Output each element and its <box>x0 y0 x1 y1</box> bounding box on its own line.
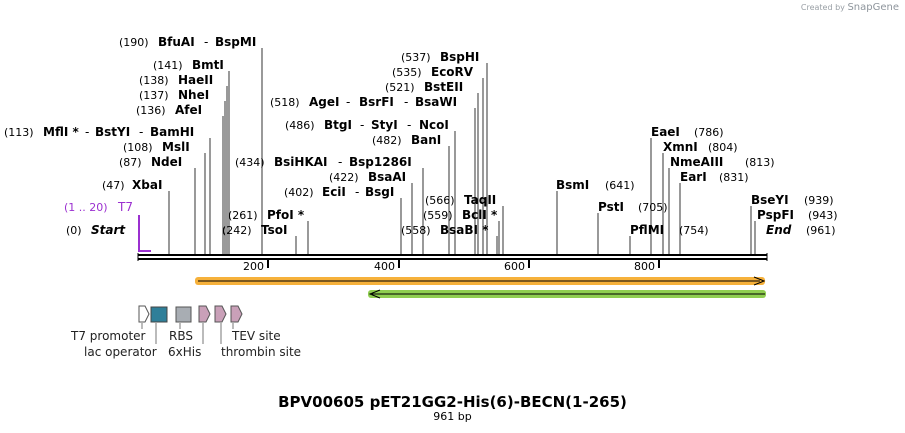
site-tsoi[interactable]: (242) TsoI <box>222 219 297 254</box>
svg-text:NmeAIII (813): NmeAIII (813) <box>670 151 775 170</box>
svg-text:(137) NheI: (137) NheI <box>139 84 209 103</box>
tick-label-200: 200 <box>243 260 264 273</box>
svg-text:(138) HaeII: (138) HaeII <box>139 69 213 88</box>
tick-200: 200 <box>243 259 269 273</box>
feature-label-t7-promoter: T7 promoter <box>70 329 146 343</box>
svg-text:PspFI (943): PspFI (943) <box>757 204 838 223</box>
map-title: BPV00605 pET21GG2-His(6)-BECN(1-265) <box>278 393 627 411</box>
primer-t7-label[interactable]: (1 .. 20) T7 <box>64 196 133 215</box>
site-bsteii[interactable]: (521) BstEII <box>385 76 479 254</box>
site-bfuai-bspmi[interactable]: (190) BfuAI - BspMI <box>119 31 263 254</box>
svg-text:(566) TaqII: (566) TaqII <box>425 189 496 208</box>
svg-text:(558) BsaBI *: (558) BsaBI * <box>401 219 489 238</box>
orf-orange[interactable] <box>195 276 766 286</box>
site-taqii[interactable]: (566) TaqII <box>425 189 504 254</box>
feature-label-6xhis: 6xHis <box>168 345 201 359</box>
svg-text:(141) BmtI: (141) BmtI <box>153 54 224 73</box>
site-eaei[interactable]: EaeI (786) <box>650 121 724 254</box>
svg-text:(486) BtgI -: (486) BtgI - StyI - NcoI <box>285 114 449 133</box>
site-pspfi[interactable]: PspFI (943) <box>754 204 838 254</box>
feature-label-thrombin-site: thrombin site <box>221 345 301 359</box>
feature-6xhis-glyph[interactable] <box>198 305 211 323</box>
svg-text:PflMI (754): PflMI (754) <box>630 219 709 238</box>
orf-green[interactable] <box>368 289 766 299</box>
svg-text:(518) AgeI -: (518) AgeI - BsrFI - BsaWI <box>270 91 457 110</box>
tick-label-400: 400 <box>374 260 395 273</box>
svg-text:(261) PfoI *: (261) PfoI * <box>228 204 305 223</box>
feature-label-rbs: RBS <box>169 329 193 343</box>
site-ndei[interactable]: (87) NdeI <box>119 151 196 254</box>
svg-text:(136) AfeI: (136) AfeI <box>136 99 202 118</box>
tick-600: 600 <box>504 259 530 273</box>
site-bseyi[interactable]: BseYI (939) <box>750 189 834 254</box>
feature-label-tev-site: TEV site <box>231 329 281 343</box>
svg-text:BsmI (641): BsmI (641) <box>556 174 635 193</box>
svg-text:(537) BspHI: (537) BspHI <box>401 46 479 65</box>
site-haeii[interactable]: (138) HaeII <box>139 69 228 254</box>
site-mfli-bstyi-bamhi[interactable]: (113) MflI * - BstYI - BamHI <box>4 121 211 254</box>
site-btgi-styi-ncoi[interactable]: (486) BtgI - StyI - NcoI <box>285 114 456 254</box>
svg-text:BseYI (939): BseYI (939) <box>751 189 834 208</box>
site-pflmi[interactable]: PflMI (754) <box>629 219 709 254</box>
svg-text:(113) MflI * -: (113) MflI * - BstYI - BamHI <box>4 121 194 140</box>
site-xmni[interactable]: XmnI (804) <box>662 136 738 254</box>
sequence-length: 961 bp <box>433 410 472 423</box>
feature-t7-promoter-glyph[interactable] <box>138 305 150 323</box>
tick-label-800: 800 <box>634 260 655 273</box>
end-label: End (961) <box>766 219 836 238</box>
svg-text:(242) TsoI: (242) TsoI <box>222 219 287 238</box>
svg-text:XmnI (804): XmnI (804) <box>663 136 738 155</box>
site-bcli[interactable]: (559) BclI * <box>423 204 500 254</box>
snapgene-credit: Created by SnapGene <box>801 2 899 13</box>
site-bsihkai-bsp1286i[interactable]: (434) BsiHKAI - Bsp1286I <box>235 151 424 254</box>
site-bsphi[interactable]: (537) BspHI <box>401 46 488 254</box>
tick-label-600: 600 <box>504 260 525 273</box>
site-bsmi[interactable]: BsmI (641) <box>556 174 635 254</box>
start-label: (0) Start <box>66 219 126 238</box>
credit-prefix: Created by <box>800 3 845 12</box>
svg-text:(535) EcoRV: (535) EcoRV <box>392 61 474 80</box>
site-psti[interactable]: PstI (705) <box>597 196 668 254</box>
primer-t7-arrow[interactable] <box>138 215 151 252</box>
svg-text:(47) XbaI: (47) XbaI <box>102 174 162 193</box>
site-nmeaiii[interactable]: NmeAIII (813) <box>668 151 775 254</box>
site-bmti[interactable]: (141) BmtI <box>153 54 230 254</box>
svg-text:(559) BclI *: (559) BclI * <box>423 204 498 223</box>
svg-text:(521) BstEII: (521) BstEII <box>385 76 463 95</box>
feature-label-lac-operator: lac operator <box>84 345 157 359</box>
svg-text:PstI (705): PstI (705) <box>598 196 668 215</box>
site-bsaai[interactable]: (422) BsaAI <box>329 166 413 254</box>
site-bsabi[interactable]: (558) BsaBI * <box>401 219 498 254</box>
site-eari[interactable]: EarI (831) <box>679 166 749 254</box>
site-pfoi[interactable]: (261) PfoI * <box>228 204 309 254</box>
site-ecii-bsgi[interactable]: (402) EciI - BsgI <box>284 181 402 254</box>
tick-400: 400 <box>374 259 400 273</box>
site-afei[interactable]: (136) AfeI <box>136 99 224 254</box>
site-msli[interactable]: (108) MslI <box>123 136 206 254</box>
feature-thrombin-site-glyph[interactable] <box>214 305 227 323</box>
svg-text:(87) NdeI: (87) NdeI <box>119 151 182 170</box>
feature-lac-operator-glyph[interactable] <box>150 306 168 323</box>
svg-text:EarI (831): EarI (831) <box>680 166 749 185</box>
site-xbai[interactable]: (47) XbaI <box>102 174 170 254</box>
svg-text:(422) BsaAI: (422) BsaAI <box>329 166 406 185</box>
feature-tev-site-glyph[interactable] <box>230 305 243 323</box>
snapgene-logo: SnapGene <box>847 2 899 13</box>
site-ecorv[interactable]: (535) EcoRV <box>392 61 484 254</box>
svg-text:(402) EciI -: (402) EciI - BsgI <box>284 181 394 200</box>
site-agei-bsrfi-bsawi[interactable]: (518) AgeI - BsrFI - BsaWI <box>270 91 476 254</box>
site-nhei[interactable]: (137) NheI <box>139 84 226 254</box>
svg-text:(190) BfuAI -: (190) BfuAI - BspMI <box>119 31 256 50</box>
svg-text:EaeI (786): EaeI (786) <box>651 121 724 140</box>
svg-text:(434) BsiHKAI -: (434) BsiHKAI - Bsp1286I <box>235 151 412 170</box>
feature-rbs-glyph[interactable] <box>175 306 192 323</box>
site-bani[interactable]: (482) BanI <box>372 129 450 254</box>
tick-800: 800 <box>634 259 660 273</box>
svg-text:(108) MslI: (108) MslI <box>123 136 190 155</box>
svg-text:(482) BanI: (482) BanI <box>372 129 441 148</box>
